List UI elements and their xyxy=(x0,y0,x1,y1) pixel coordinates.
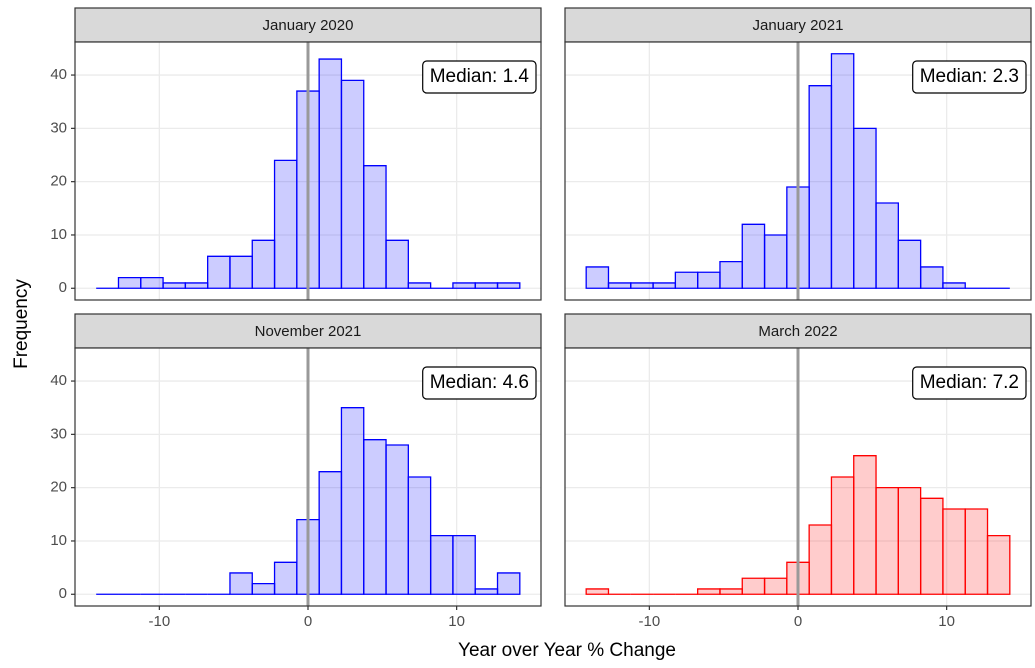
y-tick-label: 30 xyxy=(50,425,67,442)
bar xyxy=(808,85,833,289)
bar xyxy=(429,534,454,595)
bar xyxy=(919,497,944,595)
bar xyxy=(407,476,432,595)
bar xyxy=(318,58,343,289)
y-tick-label: 10 xyxy=(50,532,67,549)
bar xyxy=(697,588,721,595)
bar xyxy=(340,79,365,289)
bar xyxy=(184,282,209,289)
bar xyxy=(719,260,743,289)
bar xyxy=(875,487,899,595)
bar xyxy=(363,165,387,289)
annotation-text: Median: 1.4 xyxy=(430,66,530,87)
strip-background xyxy=(564,7,1032,43)
bar xyxy=(140,276,164,289)
y-tick-label: 20 xyxy=(50,173,67,190)
bar xyxy=(697,271,721,289)
annotation-text: Median: 7.2 xyxy=(920,372,1019,393)
bar xyxy=(229,572,253,595)
annotation: Median: 2.3 xyxy=(912,60,1027,94)
bar xyxy=(942,282,966,289)
bar xyxy=(385,444,409,595)
bar xyxy=(853,455,877,595)
bar xyxy=(875,202,899,289)
strip-title: January 2020 xyxy=(263,17,354,34)
strip-background xyxy=(564,313,1032,349)
bar xyxy=(452,534,476,595)
x-tick-label: -10 xyxy=(149,613,171,630)
annotation-box xyxy=(422,60,537,94)
bar xyxy=(652,282,677,289)
bar xyxy=(719,588,743,595)
annotation-box xyxy=(912,60,1027,94)
x-tick-label: -10 xyxy=(639,613,661,630)
bar xyxy=(853,127,877,289)
y-tick-label: 40 xyxy=(50,66,67,83)
bar xyxy=(229,255,253,289)
annotation-box xyxy=(912,366,1027,400)
bar xyxy=(585,266,610,289)
bar xyxy=(585,588,610,595)
bar xyxy=(897,239,922,289)
bar xyxy=(830,476,855,595)
y-tick-label: 10 xyxy=(50,226,67,243)
annotation-box xyxy=(422,366,537,400)
annotation-text: Median: 4.6 xyxy=(430,372,529,393)
bar xyxy=(207,255,231,289)
bar xyxy=(117,276,142,289)
strip-title: March 2022 xyxy=(758,323,837,340)
x-tick-label: 0 xyxy=(794,613,802,630)
y-tick-label: 20 xyxy=(50,479,67,496)
bar xyxy=(942,508,966,595)
bar xyxy=(273,159,298,289)
strip-title: November 2021 xyxy=(255,323,362,340)
bar xyxy=(452,282,476,289)
panel-border xyxy=(74,41,542,301)
y-tick-label: 0 xyxy=(59,585,67,602)
bar xyxy=(741,577,766,595)
x-axis-title: Year over Year % Change xyxy=(458,640,676,661)
bar xyxy=(741,223,766,289)
y-axis-title: Frequency xyxy=(11,279,32,369)
bar xyxy=(674,271,699,289)
bar xyxy=(496,282,521,289)
bar xyxy=(607,282,632,289)
y-tick-label: 0 xyxy=(59,279,67,296)
bar xyxy=(763,577,788,595)
bar xyxy=(808,524,833,595)
x-tick-label: 0 xyxy=(304,613,312,630)
bar xyxy=(162,282,187,289)
bar xyxy=(363,439,387,595)
strip-background xyxy=(74,7,542,43)
bar xyxy=(830,53,855,289)
bar xyxy=(897,487,922,595)
bar xyxy=(919,266,944,289)
bar xyxy=(474,588,499,595)
bar xyxy=(474,282,499,289)
bar xyxy=(763,234,788,289)
annotation: Median: 1.4 xyxy=(422,60,537,94)
bar xyxy=(630,282,654,289)
bar xyxy=(251,239,276,289)
x-tick-label: 10 xyxy=(448,613,465,630)
bar xyxy=(385,239,409,289)
strip-background xyxy=(74,313,542,349)
y-tick-label: 40 xyxy=(50,372,67,389)
bar xyxy=(273,561,298,595)
bar xyxy=(340,407,365,595)
annotation: Median: 7.2 xyxy=(912,366,1027,400)
bar xyxy=(496,572,521,595)
x-tick-label: 10 xyxy=(938,613,955,630)
annotation-text: Median: 2.3 xyxy=(920,66,1019,87)
annotation: Median: 4.6 xyxy=(422,366,537,400)
bar xyxy=(986,534,1011,595)
bar xyxy=(964,508,989,595)
bar xyxy=(407,282,432,289)
bar xyxy=(251,582,276,595)
bar xyxy=(318,471,343,595)
panel-border xyxy=(564,41,1032,301)
y-tick-label: 30 xyxy=(50,119,67,136)
strip-title: January 2021 xyxy=(753,17,844,34)
